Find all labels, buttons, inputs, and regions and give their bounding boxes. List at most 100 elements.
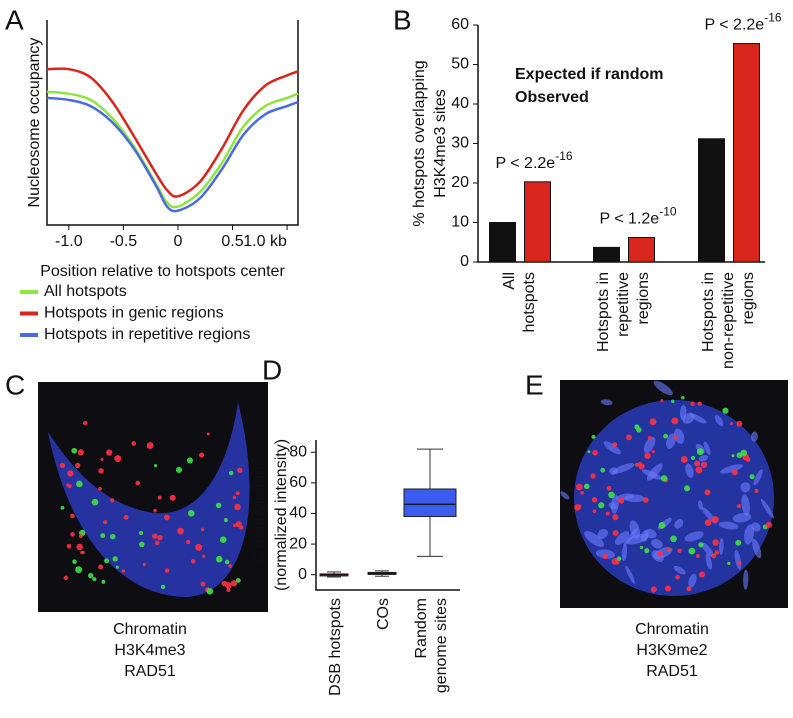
focus [70, 513, 75, 519]
focus [660, 399, 664, 403]
x-tick-label: Hotspots in [595, 272, 612, 352]
chromatin-fiber [688, 573, 697, 588]
focus [77, 449, 85, 456]
chromatin-fiber [653, 380, 673, 396]
chromatin-fiber [741, 494, 750, 516]
focus [616, 556, 622, 561]
focus [117, 455, 121, 459]
focus [67, 470, 74, 477]
focus [153, 508, 157, 513]
x-tick-label: 0 [174, 233, 183, 250]
focus [235, 578, 241, 583]
x-tick-label: 0.5 [221, 233, 243, 250]
chromatin-fiber [705, 553, 713, 570]
panel-label: B [393, 4, 412, 35]
axis-line [315, 440, 460, 591]
focus [75, 462, 81, 469]
focus [575, 483, 583, 491]
y-axis-label: H3K4me3 sites [432, 89, 449, 198]
focus [224, 582, 232, 589]
focus [233, 523, 237, 528]
focus [690, 455, 696, 461]
chromatin-fiber [760, 498, 774, 519]
focus [235, 491, 240, 496]
focus [230, 580, 238, 587]
focus [722, 407, 729, 414]
focus [583, 483, 590, 490]
panel-label: A [5, 4, 24, 35]
focus [223, 518, 229, 523]
focus [598, 502, 605, 509]
focus [639, 545, 644, 550]
y-axis-label: C methylation [251, 466, 268, 564]
x-tick-label: non-repetitive [720, 272, 737, 369]
focus [714, 550, 720, 555]
panel-label: D [262, 354, 282, 385]
chromatin-fiber [600, 399, 613, 406]
chromatin-fiber [597, 528, 608, 539]
x-tick-label: regions [635, 272, 652, 324]
annotation: P < 2.2e-16 [704, 11, 781, 34]
chromatin-fiber [651, 539, 663, 549]
focus [152, 533, 158, 539]
focus [612, 514, 619, 521]
x-tick-label: -1.0 [55, 233, 83, 250]
focus [157, 495, 162, 500]
focus [98, 564, 104, 570]
chromatin-fiber [603, 441, 621, 455]
focus [574, 504, 581, 511]
legend-label: All hotspots [44, 283, 127, 300]
channel-label: Chromatin [113, 621, 187, 638]
chromatin-fiber [560, 491, 570, 500]
legend-label: Observed [515, 89, 589, 106]
focus [671, 417, 679, 425]
y-tick-label: 0 [460, 253, 469, 270]
focus [590, 473, 596, 479]
focus [163, 514, 170, 521]
x-tick-label: COs [375, 598, 392, 630]
focus [109, 533, 116, 540]
bar [524, 181, 551, 263]
channel-label: H3K4me3 [114, 642, 185, 659]
focus [580, 490, 584, 495]
focus [81, 550, 85, 555]
focus [100, 457, 104, 461]
chromatin-fiber [714, 415, 724, 427]
focus [206, 587, 214, 595]
chromatin-fiber [629, 520, 641, 539]
y-tick-label: 30 [451, 135, 469, 152]
annotation-exponent: -16 [764, 11, 782, 25]
focus [681, 396, 685, 400]
chromatin-fiber [752, 538, 762, 559]
chromatin-fiber [584, 531, 605, 547]
y-axis-label: (normalized intensity) [273, 439, 290, 591]
x-tick-label: repetitive [615, 272, 632, 337]
y-tick-label: 20 [289, 535, 307, 552]
chromatin-fiber [744, 524, 755, 545]
channel-label: RAD51 [124, 663, 176, 680]
focus [697, 401, 702, 406]
focus [75, 566, 83, 574]
legend-label: Hotspots in repetitive regions [44, 326, 250, 343]
focus [686, 586, 692, 592]
focus [729, 422, 733, 426]
x-axis-label: Position relative to hotspots center [40, 263, 285, 280]
focus [644, 452, 651, 459]
annotation-text: P < 2.2e [495, 155, 555, 172]
legend-label: Hotspots in genic regions [44, 305, 224, 322]
annotation: P < 1.2e-10 [599, 205, 676, 228]
focus [660, 475, 668, 482]
x-tick-label: genome sites [433, 598, 450, 693]
focus [636, 427, 642, 433]
y-tick-label: 40 [289, 505, 307, 522]
focus [70, 532, 75, 537]
focus [139, 541, 145, 548]
chromatin-fiber [751, 522, 761, 532]
focus [76, 543, 83, 551]
focus [219, 536, 227, 544]
focus [634, 462, 639, 467]
focus [675, 574, 680, 580]
focus [695, 466, 703, 474]
chromatin-fiber [740, 482, 751, 493]
